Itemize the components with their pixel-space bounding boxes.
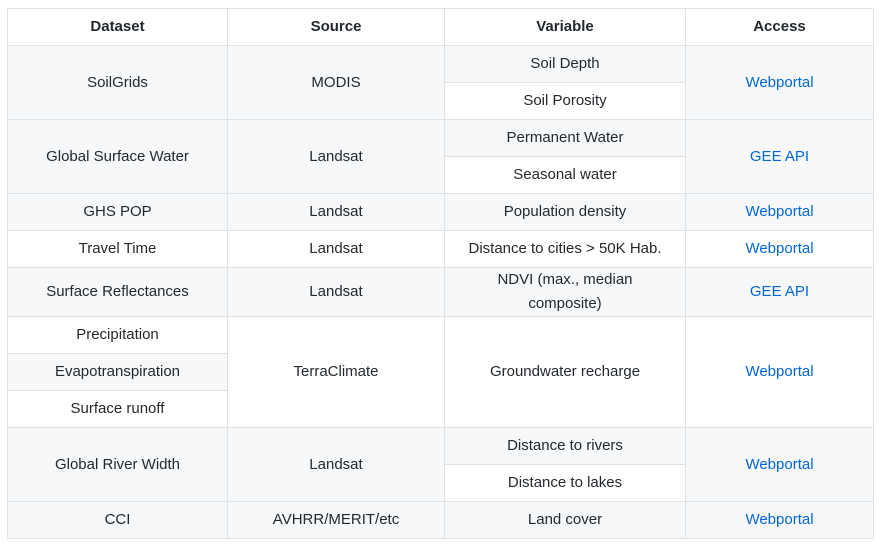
table-row: Global Surface Water Landsat Permanent W… (7, 119, 874, 194)
source-cell: Landsat (227, 230, 445, 268)
variable-cell: Soil Depth (444, 45, 686, 83)
access-link-traveltime[interactable]: Webportal (745, 240, 814, 257)
access-cell: Webportal (685, 427, 874, 502)
variable-cell: Soil Porosity (444, 82, 686, 120)
source-cell: AVHRR/MERIT/etc (227, 501, 445, 539)
access-cell: Webportal (685, 193, 874, 231)
source-cell: Landsat (227, 193, 445, 231)
access-cell: Webportal (685, 501, 874, 539)
access-link-cci[interactable]: Webportal (745, 511, 814, 528)
access-link-gsw[interactable]: GEE API (749, 147, 810, 165)
variable-cell: Land cover (444, 501, 686, 539)
source-cell: Landsat (227, 427, 445, 502)
variable-cell: Distance to lakes (444, 464, 686, 502)
datasets-table: Dataset Source Variable Access SoilGrids… (7, 8, 874, 539)
source-cell: MODIS (227, 45, 445, 120)
variable-cell: Distance to cities > 50K Hab. (444, 230, 686, 268)
dataset-cell: Travel Time (7, 230, 228, 268)
table-row: Surface runoff (7, 390, 874, 428)
header-variable: Variable (444, 8, 686, 46)
table-row: GHS POP Landsat Population density Webpo… (7, 193, 874, 231)
access-cell: Webportal (685, 230, 874, 268)
header-source: Source (227, 8, 445, 46)
dataset-cell: Precipitation (7, 316, 228, 354)
access-link-ghspop[interactable]: Webportal (745, 203, 814, 220)
access-link-riverwidth[interactable]: Webportal (745, 455, 814, 473)
access-cell: Webportal (685, 45, 874, 120)
table-row: Seasonal water (8, 156, 874, 194)
dataset-cell: Evapotranspiration (7, 353, 228, 391)
header-access: Access (685, 8, 874, 46)
dataset-cell: Surface Reflectances (7, 267, 228, 317)
table-row: Distance to lakes (8, 464, 874, 502)
source-cell: Landsat (227, 119, 445, 194)
access-link-terraclimate[interactable]: Webportal (745, 363, 814, 380)
table-row: Precipitation TerraClimate Groundwater r… (7, 316, 874, 428)
source-cell: TerraClimate (227, 316, 445, 428)
variable-cell: Groundwater recharge (444, 316, 686, 428)
variable-line: NDVI (max., median (497, 271, 633, 288)
access-link-soilgrids[interactable]: Webportal (745, 73, 814, 91)
table-row: Soil Porosity (8, 82, 874, 120)
access-cell: Webportal (685, 316, 874, 428)
variable-cell: Permanent Water (444, 119, 686, 157)
variable-cell: Population density (444, 193, 686, 231)
header-row: Dataset Source Variable Access (7, 8, 874, 46)
variable-cell: Seasonal water (444, 156, 686, 194)
dataset-cell: CCI (7, 501, 228, 539)
access-cell: GEE API (685, 119, 874, 194)
table-row: Global River Width Landsat Distance to r… (7, 427, 874, 502)
table-row: Surface Reflectances Landsat NDVI (max.,… (7, 267, 874, 317)
dataset-cell: Global River Width (7, 427, 228, 502)
table-row: Travel Time Landsat Distance to cities >… (7, 230, 874, 268)
source-cell: Landsat (227, 267, 445, 317)
header-dataset: Dataset (7, 8, 228, 46)
dataset-cell: Global Surface Water (7, 119, 228, 194)
dataset-cell: SoilGrids (7, 45, 228, 120)
dataset-cell: GHS POP (7, 193, 228, 231)
variable-cell: NDVI (max., median composite) (444, 267, 686, 317)
access-link-surfrefl[interactable]: GEE API (749, 283, 810, 300)
variable-line: composite) (528, 295, 602, 312)
table-row: SoilGrids MODIS Soil Depth Webportal (7, 45, 874, 120)
table-row: CCI AVHRR/MERIT/etc Land cover Webportal (7, 501, 874, 539)
dataset-cell: Surface runoff (7, 390, 228, 428)
access-cell: GEE API (685, 267, 874, 317)
variable-cell: Distance to rivers (444, 427, 686, 465)
